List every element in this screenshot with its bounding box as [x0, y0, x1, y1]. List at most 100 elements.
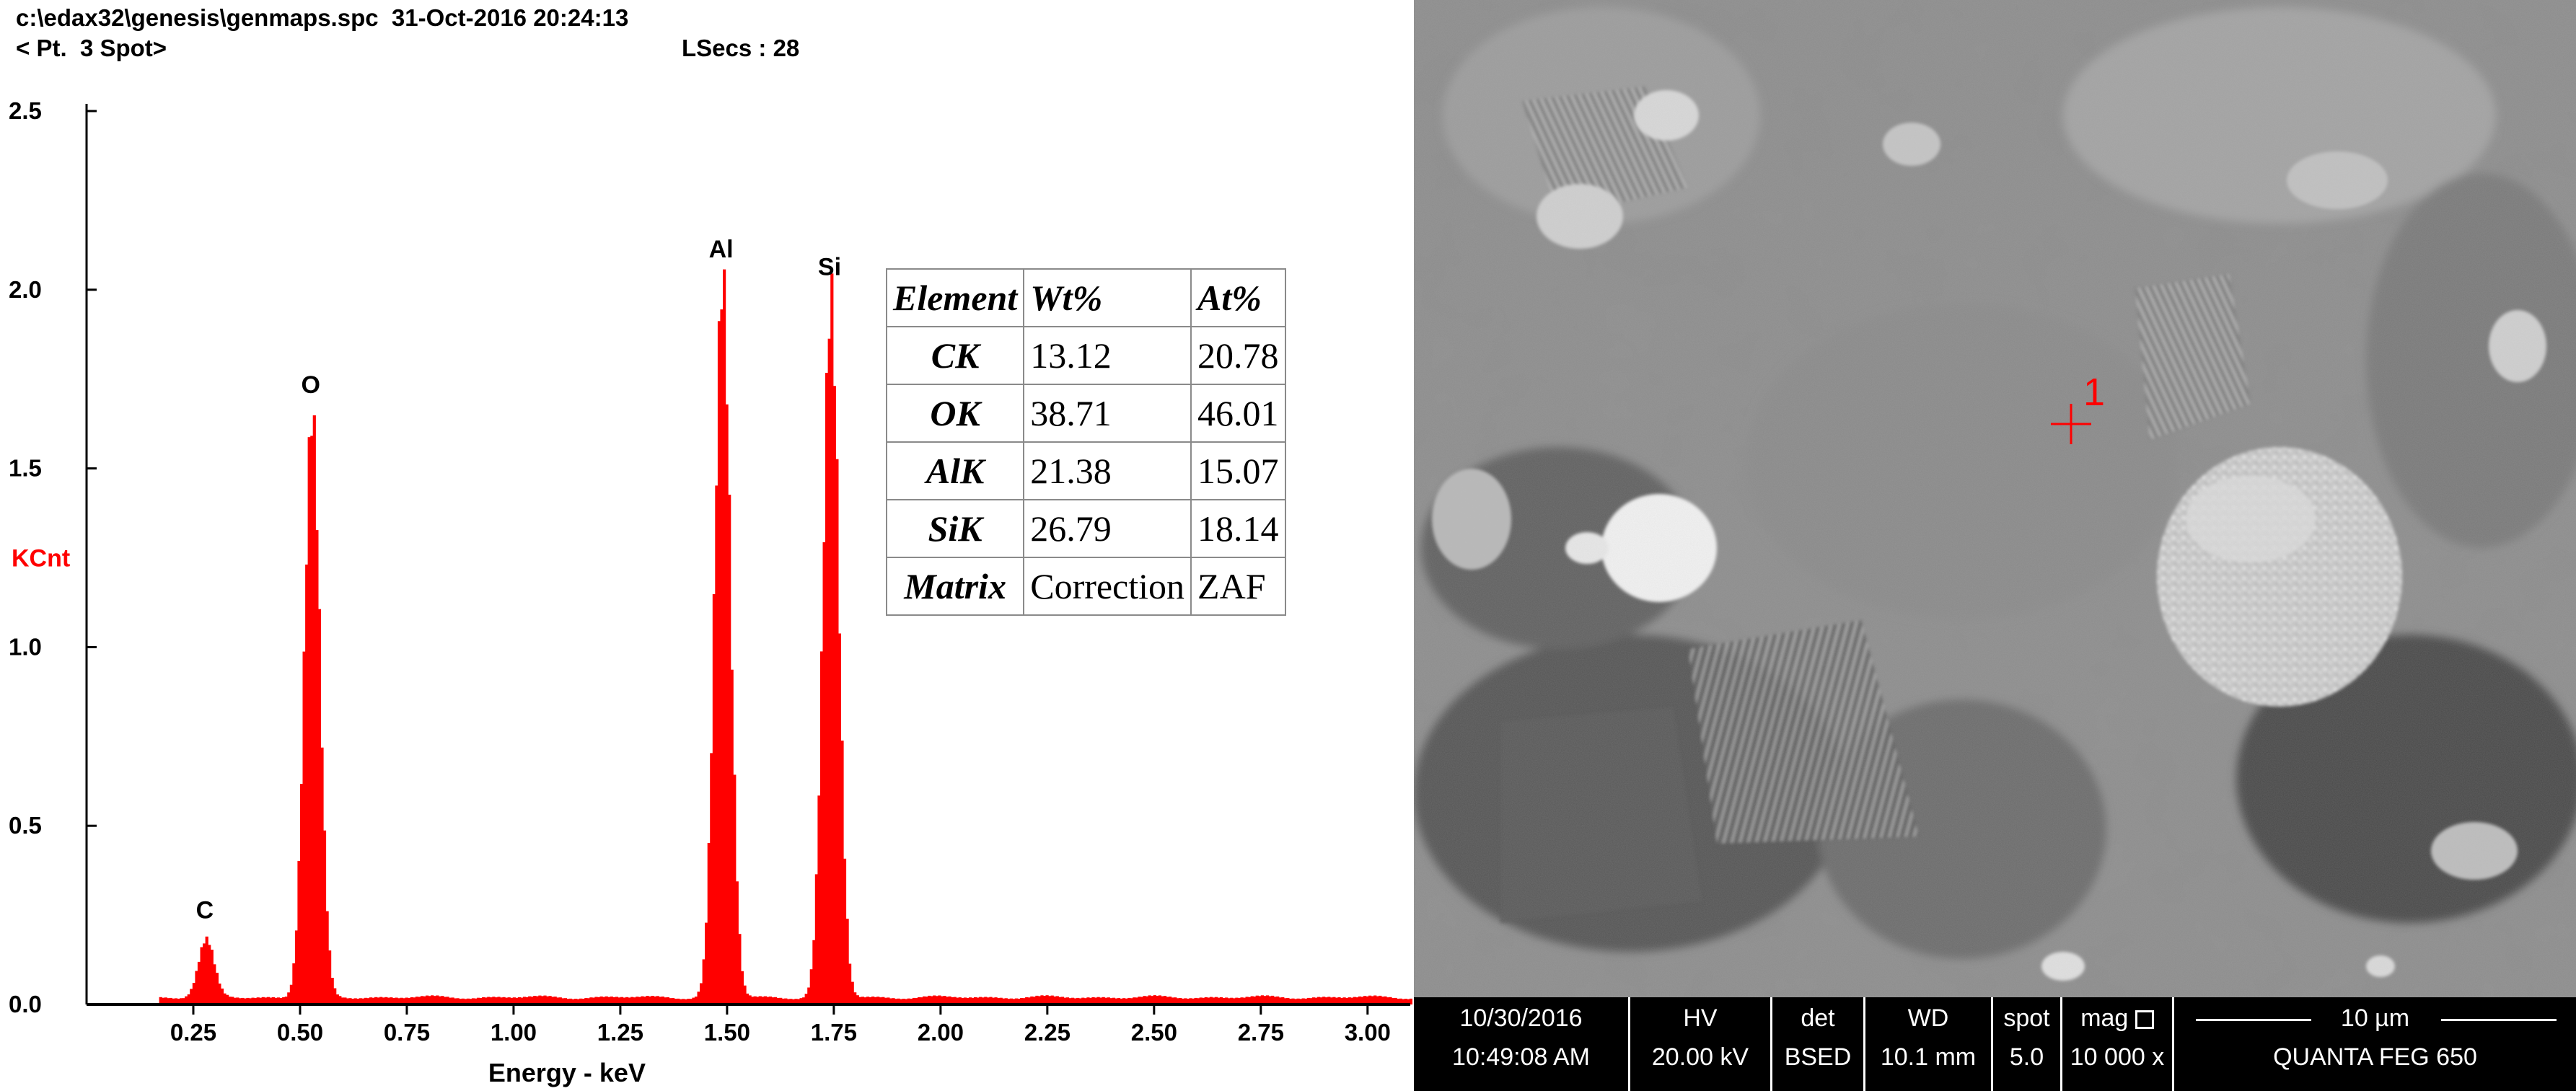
- spectrum-bar: [1363, 996, 1367, 1004]
- spectrum-bar: [866, 997, 870, 1004]
- spectrum-bar: [1314, 997, 1318, 1004]
- at-cell: 15.07: [1190, 441, 1286, 500]
- spectrum-bar: [364, 997, 367, 1004]
- spectrum-bar: [305, 564, 309, 1004]
- header-wt-percent: Wt%: [1023, 268, 1192, 327]
- spectrum-bar: [786, 999, 790, 1004]
- spectrum-bar: [1389, 997, 1392, 1004]
- spectrum-bar: [1081, 997, 1085, 1004]
- spectrum-bar: [1324, 997, 1328, 1004]
- wt-cell: 26.79: [1023, 499, 1192, 558]
- info-mag-value: 10 000 x: [2070, 1043, 2165, 1071]
- spectrum-bar: [174, 998, 178, 1004]
- spectrum-bar: [477, 997, 480, 1004]
- spectrum-bar: [915, 998, 918, 1004]
- spectrum-bar: [1327, 997, 1331, 1004]
- spectrum-bar: [233, 997, 237, 1004]
- spectrum-bar: [1237, 998, 1241, 1004]
- spectrum-bar: [372, 997, 375, 1004]
- spectrum-bar: [302, 651, 306, 1004]
- spectrum-bar: [840, 741, 844, 1004]
- spectrum-bar: [1376, 996, 1379, 1004]
- spectrum-bar: [479, 998, 483, 1004]
- spectrum-bar: [625, 997, 629, 1004]
- element-cell: CK: [885, 326, 1025, 385]
- spectrum-bar: [900, 999, 903, 1004]
- spectrum-bar: [997, 998, 1001, 1004]
- spectrum-bar: [180, 998, 183, 1004]
- spectrum-bar: [1030, 996, 1034, 1004]
- spectrum-bar: [791, 999, 796, 1004]
- spectrum-bar: [456, 998, 460, 1004]
- spectrum-bar: [1278, 997, 1282, 1004]
- spectrum-bar: [310, 436, 314, 1004]
- spectrum-bar: [348, 998, 352, 1004]
- spectrum-bar: [779, 997, 783, 1004]
- spectrum-bar: [781, 998, 785, 1004]
- spectrum-bar: [1050, 995, 1054, 1004]
- spectrum-bar: [768, 997, 773, 1004]
- spectrum-bar: [920, 997, 923, 1004]
- spectrum-bar: [905, 999, 908, 1004]
- spectrum-bar: [1353, 997, 1356, 1004]
- spectrum-bar: [1179, 998, 1182, 1004]
- y-tick-label: 0.5: [9, 812, 42, 839]
- spectrum-bar: [807, 987, 811, 1004]
- spectrum-bar: [366, 998, 370, 1004]
- spectrum-bar: [838, 633, 841, 1004]
- x-tick-label: 2.50: [1131, 1019, 1177, 1046]
- spectrum-bar: [500, 997, 504, 1004]
- spectrum-bar: [1348, 997, 1351, 1004]
- element-cell: AlK: [885, 441, 1025, 500]
- spectrum-bar: [312, 415, 316, 1004]
- spectrum-bar: [1222, 998, 1226, 1004]
- info-mag-label: mag: [2080, 1004, 2129, 1032]
- spectrum-bar: [1304, 998, 1308, 1004]
- spectrum-bar: [659, 997, 662, 1004]
- info-mag-row: mag: [2062, 1002, 2172, 1035]
- spectrum-file-path: c:\edax32\genesis\genmaps.spc: [16, 4, 379, 31]
- spectrum-bar: [553, 997, 557, 1004]
- spectrum-bar: [167, 998, 170, 1004]
- spectrum-bar: [951, 997, 954, 1004]
- spectrum-bar: [882, 997, 885, 1004]
- spectrum-bar: [454, 998, 457, 1004]
- spectrum-bar: [520, 997, 524, 1004]
- spectrum-bar: [335, 994, 339, 1004]
- info-divider: [2060, 997, 2062, 1091]
- info-det: det BSED: [1772, 997, 1863, 1091]
- spectrum-bar: [1286, 998, 1290, 1004]
- spectrum-bar: [799, 998, 803, 1004]
- spectrum-bar: [1225, 997, 1228, 1004]
- spectrum-bar: [856, 995, 859, 1004]
- spectrum-bar: [974, 997, 977, 1004]
- spectrum-bar: [1381, 997, 1384, 1004]
- spectrum-bar: [197, 961, 201, 1004]
- spectrum-bar: [968, 997, 972, 1004]
- info-wd-label: WD: [1907, 1004, 1949, 1032]
- spectrum-bar: [809, 969, 813, 1004]
- spectrum-bar: [1017, 999, 1021, 1004]
- header-at-percent: At%: [1190, 268, 1286, 327]
- y-tick-label: 1.0: [9, 633, 42, 660]
- spectrum-bar: [289, 984, 293, 1004]
- spectrum-bar: [177, 999, 180, 1004]
- table-row: Matrix Correction ZAF: [885, 557, 1286, 616]
- spectrum-bar: [692, 997, 695, 1004]
- spectrum-bar: [172, 998, 175, 1004]
- spectrum-bar: [784, 998, 788, 1004]
- spectrum-bar: [1260, 995, 1264, 1004]
- spectrum-bar: [1140, 997, 1144, 1004]
- spectrum-bar: [758, 996, 762, 1004]
- spectrum-bar: [876, 997, 880, 1004]
- spectrum-bar: [1002, 998, 1006, 1004]
- x-tick-label: 1.00: [491, 1019, 537, 1046]
- spectrum-bar: [1125, 998, 1128, 1004]
- spectrum-bar: [543, 995, 547, 1004]
- x-tick-label: 1.25: [597, 1019, 643, 1046]
- sem-micrograph-panel: 1: [1414, 0, 2576, 1091]
- spectrum-bar: [1022, 998, 1026, 1004]
- spectrum-bar: [1151, 996, 1154, 1004]
- spectrum-bar: [581, 999, 585, 1004]
- spectrum-bar: [761, 997, 765, 1004]
